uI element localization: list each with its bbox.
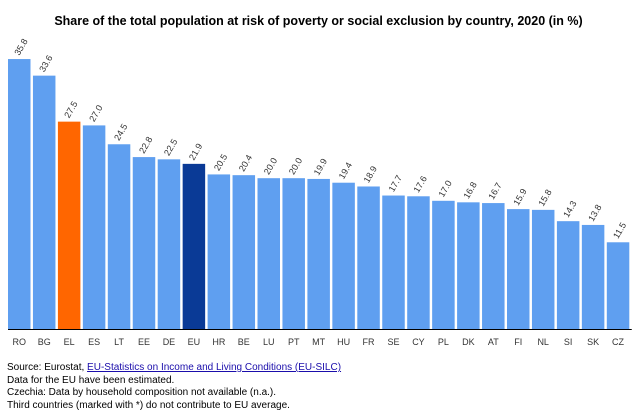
bar-bg [32, 75, 56, 329]
value-label-dk: 16.8 [461, 180, 478, 200]
value-label-hr: 20.5 [212, 152, 229, 172]
value-label-se: 17.7 [387, 173, 404, 193]
tick-label-hr: HR [212, 337, 225, 347]
tick-label-de: DE [163, 337, 176, 347]
source-prefix: Source: Eurostat, [7, 362, 88, 373]
value-label-be: 20.4 [237, 153, 254, 173]
tick-label-fi: FI [514, 337, 522, 347]
value-label-ro: 35.8 [12, 37, 29, 57]
tick-labels-group: RO BG EL ES LT EE DE EU HR BE LU PT MT HU FR SE CY PL DK AT… [13, 337, 625, 347]
source-line: Source: Eurostat, EU-Statistics on Incom… [7, 362, 341, 375]
bar-si [556, 221, 580, 329]
tick-label-es: ES [88, 337, 100, 347]
value-label-eu: 21.9 [187, 142, 204, 162]
value-label-ee: 22.8 [137, 135, 154, 155]
bar-fi [507, 209, 530, 329]
tick-label-pl: PL [438, 337, 449, 347]
bar-el [57, 121, 81, 329]
tick-label-se: SE [387, 337, 399, 347]
bar-sk [581, 224, 605, 329]
tick-label-fr: FR [363, 337, 375, 347]
value-label-de: 22.5 [162, 137, 179, 157]
bar-cy [407, 196, 430, 329]
bar-pl [432, 200, 455, 329]
tick-label-lt: LT [114, 337, 124, 347]
bar-lu [257, 178, 280, 329]
bar-nl [531, 209, 555, 329]
bar-at [482, 203, 505, 329]
value-label-fr: 18.9 [362, 164, 379, 184]
value-label-pt: 20.0 [287, 156, 304, 176]
bar-fr [357, 186, 380, 329]
bar-hu [332, 182, 355, 329]
tick-label-eu: EU [188, 337, 201, 347]
bar-lt [107, 144, 131, 329]
tick-label-cz: CZ [612, 337, 624, 347]
bar-be [232, 175, 256, 329]
value-label-cz: 11.5 [611, 221, 628, 241]
tick-label-sk: SK [587, 337, 599, 347]
bar-de [157, 159, 181, 329]
note-third-countries: Third countries (marked with *) do not c… [7, 399, 290, 411]
note-czechia: Czechia: Data by household composition n… [7, 387, 277, 398]
bar-se [382, 195, 405, 329]
value-label-bg: 33.6 [37, 53, 54, 73]
tick-label-el: EL [64, 337, 75, 347]
value-label-cy: 17.6 [412, 174, 429, 194]
value-label-es: 27.0 [87, 103, 104, 123]
note-eu-estimated: Data for the EU have been estimated. [7, 374, 175, 386]
bar-ro [8, 59, 31, 330]
tick-label-cy: CY [412, 337, 425, 347]
tick-label-hu: HU [337, 337, 350, 347]
tick-label-at: AT [488, 337, 499, 347]
tick-label-pt: PT [288, 337, 300, 347]
tick-label-dk: DK [462, 337, 475, 347]
value-label-mt: 19.9 [312, 157, 329, 177]
bar-ee [132, 157, 156, 329]
chart-notes: Source: Eurostat, EU-Statistics on Incom… [7, 362, 341, 412]
value-label-pl: 17.0 [436, 179, 453, 199]
tick-label-be: BE [238, 337, 250, 347]
value-label-sk: 13.8 [586, 203, 603, 223]
tick-label-lu: LU [263, 337, 275, 347]
tick-label-si: SI [564, 337, 573, 347]
tick-label-bg: BG [38, 337, 51, 347]
bar-es [82, 125, 106, 329]
tick-label-nl: NL [537, 337, 549, 347]
value-label-hu: 19.4 [337, 161, 354, 181]
value-label-at: 16.7 [486, 181, 503, 201]
chart-title: Share of the total population at risk of… [54, 14, 583, 28]
value-label-el: 27.5 [62, 99, 79, 119]
value-label-nl: 15.8 [536, 188, 553, 208]
tick-label-ee: EE [138, 337, 150, 347]
bar-cz [606, 242, 630, 329]
bar-mt [307, 178, 330, 329]
value-label-fi: 15.9 [511, 187, 528, 207]
eu-silc-link[interactable]: EU-Statistics on Income and Living Condi… [87, 362, 342, 373]
value-label-si: 14.3 [561, 199, 578, 219]
value-label-lt: 24.5 [112, 122, 129, 142]
bar-chart: 35.8 33.6 27.5 27.0 24.5 22.8 22.5 21.9 20.5 20.4… [8, 37, 632, 347]
bars-group [8, 59, 630, 330]
bar-dk [457, 202, 480, 329]
tick-label-ro: RO [13, 337, 27, 347]
bar-pt [282, 178, 305, 329]
value-label-lu: 20.0 [262, 156, 279, 176]
bar-eu [182, 163, 206, 329]
bar-hr [207, 174, 231, 329]
tick-label-mt: MT [312, 337, 325, 347]
